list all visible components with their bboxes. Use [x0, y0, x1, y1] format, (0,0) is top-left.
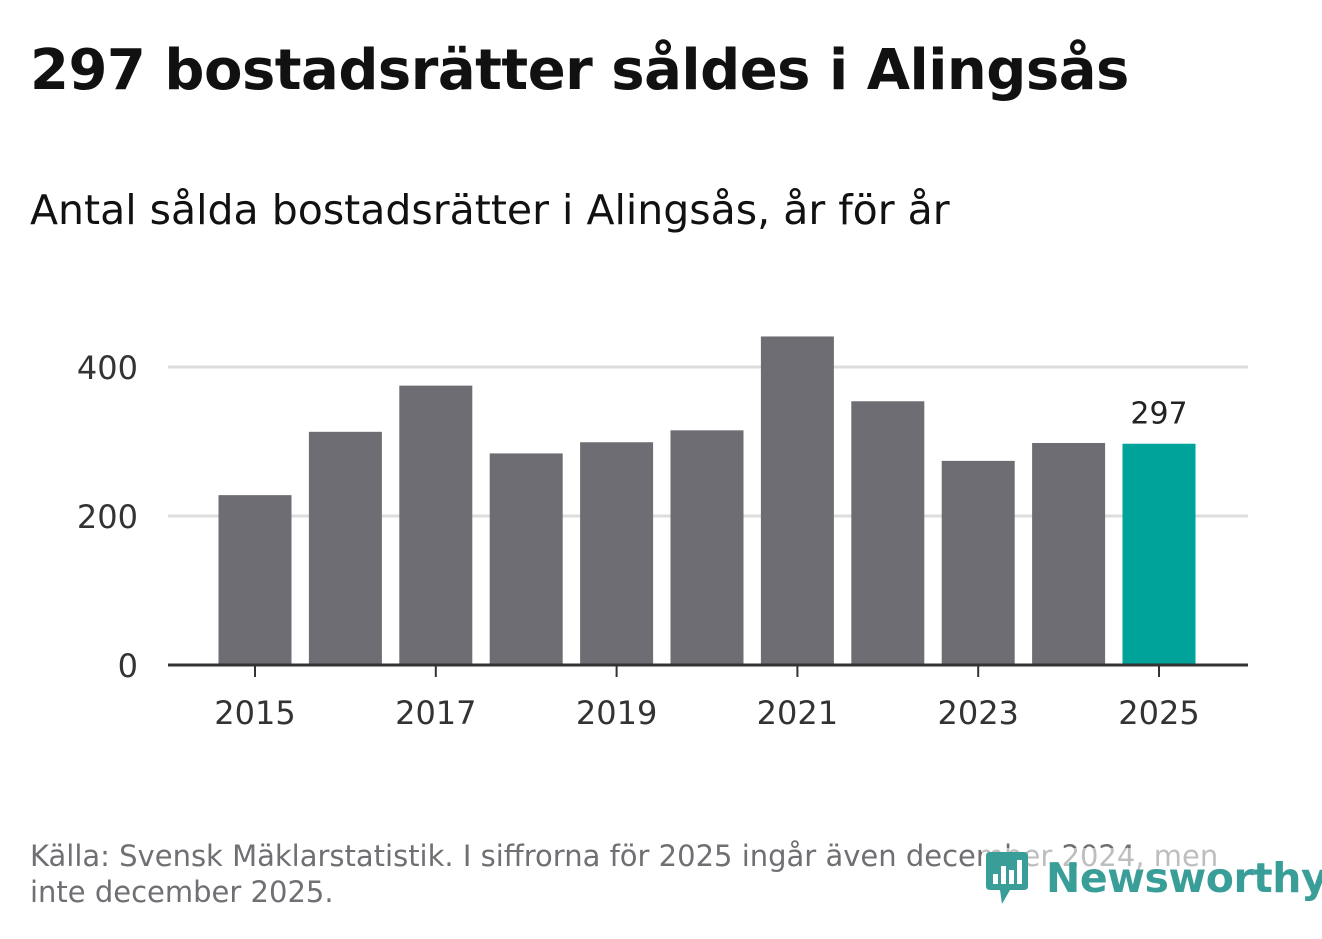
bar-2024 [1032, 442, 1106, 665]
page-title: 297 bostadsrätter såldes i Alingsås [30, 38, 1129, 103]
bar-2019 [580, 442, 654, 665]
bar-2020 [670, 430, 744, 665]
bar-2021 [760, 336, 834, 665]
axes [168, 663, 1248, 677]
x-tick-label: 2015 [214, 694, 295, 732]
labels: 0 200 400 297 2015 2017 2019 2021 2023 2025 [77, 349, 1200, 732]
x-tick-label: 2025 [1118, 694, 1199, 732]
bar-2016 [308, 431, 382, 665]
bar-2023 [941, 460, 1015, 665]
newsworthy-logo-icon [986, 852, 1028, 904]
brand-logo: Newsworthy [982, 848, 1322, 908]
brand-name: Newsworthy [1046, 854, 1322, 902]
y-tick-label: 200 [77, 498, 138, 536]
chart-subtitle: Antal sålda bostadsrätter i Alingsås, år… [30, 186, 950, 234]
y-tick-label: 400 [77, 349, 138, 387]
x-tick-label: 2017 [395, 694, 476, 732]
x-tick-label: 2021 [757, 694, 838, 732]
bar-chart: 0 200 400 297 2015 2017 2019 2021 2023 2025 [77, 336, 1248, 732]
y-tick-label: 0 [118, 647, 138, 685]
bar-value-label-2025: 297 [1130, 397, 1187, 432]
bar-2015 [218, 495, 292, 665]
x-tick-label: 2019 [576, 694, 657, 732]
x-tick-label: 2023 [937, 694, 1018, 732]
bars [218, 336, 1196, 665]
bar-2025 [1122, 443, 1196, 665]
bar-2018 [489, 453, 563, 665]
bar-2022 [851, 401, 925, 665]
bar-2017 [399, 385, 473, 665]
